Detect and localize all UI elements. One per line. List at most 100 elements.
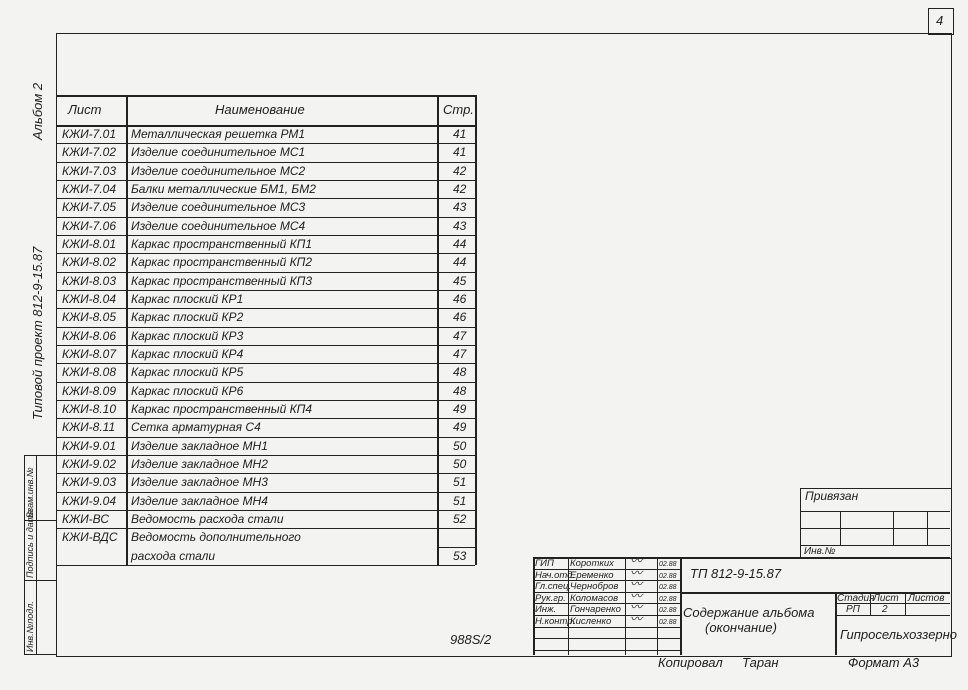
- organization: Гипросельхоззерно: [840, 627, 958, 642]
- row-page: 52: [453, 511, 467, 526]
- staff-role: ГИП: [535, 558, 554, 569]
- row-sheet: КЖИ-8.02: [62, 255, 117, 270]
- sheet-label: Лист: [873, 593, 899, 604]
- row-page: 44: [453, 236, 467, 251]
- row-name: Каркас плоский КР4: [131, 346, 244, 361]
- format-label: Формат А3: [848, 655, 920, 670]
- rule-line: [533, 580, 680, 582]
- sheet-number: 4: [936, 13, 944, 28]
- rule-line: [533, 557, 950, 559]
- row-name: Каркас пространственный КП1: [131, 236, 313, 251]
- row-page: 42: [453, 181, 467, 196]
- row-sheet: КЖИ-8.01: [62, 236, 117, 251]
- row-page: 41: [453, 127, 467, 141]
- rule-line: [533, 649, 680, 651]
- row-name: Изделие соединительное МС1: [131, 145, 306, 160]
- row-page: 49: [453, 401, 467, 416]
- binding-box: [800, 488, 951, 559]
- row-name: Ведомость дополнительного: [131, 530, 301, 545]
- signature-icon: 〰: [630, 612, 643, 626]
- signature-icon: 〰: [630, 588, 643, 603]
- row-page: 49: [453, 420, 467, 435]
- staff-name: Гончаренко: [570, 604, 621, 616]
- header-sheet: Лист: [68, 102, 102, 117]
- row-name: Балки металлические БМ1, БМ2: [131, 181, 316, 196]
- row-sheet: КЖИ-8.11: [62, 420, 116, 435]
- row-page: 43: [453, 218, 467, 233]
- staff-name: Кисленко: [570, 616, 612, 627]
- staff-name: Чернобров: [570, 581, 619, 593]
- staff-date: 02.88: [659, 572, 677, 580]
- divider: [927, 511, 928, 545]
- row-sheet: КЖИ-9.01: [62, 438, 117, 453]
- row-page: 47: [453, 328, 467, 343]
- album-label: Альбом 2: [30, 82, 45, 140]
- row-page: 51: [453, 493, 467, 508]
- staff-date: 02.88: [659, 619, 677, 626]
- rule-line: [835, 592, 837, 655]
- row-page: 50: [453, 456, 467, 471]
- divider: [24, 580, 56, 581]
- project-code: ТП 812-9-15.87: [690, 566, 782, 581]
- rule-line: [56, 289, 475, 291]
- rule-line: [56, 473, 475, 475]
- rule-line: [680, 557, 682, 655]
- signature-icon: 〰: [630, 600, 643, 615]
- stamp-sign: Подпись и дата: [25, 509, 35, 578]
- row-sheet: КЖИ-8.04: [62, 291, 117, 306]
- staff-role: Гл.спец.: [535, 581, 572, 593]
- row-name: Изделие закладное МН1: [131, 438, 268, 453]
- divider: [800, 528, 950, 529]
- row-name: Каркас пространственный КП3: [131, 273, 313, 288]
- rule-line: [56, 381, 475, 383]
- rule-line: [56, 418, 475, 420]
- rule-line: [56, 216, 475, 218]
- row-page: 46: [453, 291, 467, 306]
- rule-line: [56, 564, 475, 567]
- rule-line: [533, 591, 680, 593]
- rule-line: [437, 95, 439, 565]
- rule-line: [533, 603, 680, 605]
- rule-line: [56, 326, 475, 328]
- row-page: 47: [453, 346, 467, 361]
- rule-line: [905, 592, 906, 615]
- row-name: Каркас плоский КР6: [131, 383, 244, 398]
- row-name: Каркас пространственный КП2: [131, 255, 313, 270]
- row-page: 45: [453, 273, 467, 288]
- row-sheet: КЖИ-7.04: [62, 181, 117, 196]
- row-page: 51: [453, 475, 467, 490]
- row-page: 42: [453, 163, 467, 178]
- divider: [893, 511, 894, 545]
- rule-line: [533, 638, 680, 640]
- row-sheet: КЖИ-ВС: [62, 511, 110, 526]
- row-name: Каркас плоский КР2: [131, 310, 244, 325]
- row-name: Каркас плоский КР3: [131, 328, 244, 343]
- row-sheet: КЖИ-9.03: [62, 475, 117, 490]
- header-name: Наименование: [215, 102, 305, 117]
- stamp-inv: Инв.№подл.: [25, 601, 35, 652]
- divider: [840, 511, 841, 545]
- sheet-number-box: 4: [928, 8, 954, 35]
- row-name: Изделие соединительное МС4: [131, 218, 306, 233]
- row-sheet: КЖИ-7.02: [62, 145, 117, 160]
- rule-line: [437, 546, 475, 548]
- row-sheet: КЖИ-7.05: [62, 200, 117, 215]
- rule-line: [56, 125, 475, 127]
- row-page: 50: [453, 438, 467, 453]
- rule-line: [533, 557, 535, 655]
- rule-line: [56, 399, 475, 401]
- rule-line: [56, 363, 475, 365]
- signature-icon: 〰: [630, 577, 643, 592]
- doc-code: 988S/2: [450, 632, 492, 647]
- copier-name: Таран: [742, 655, 779, 670]
- staff-date: 02.88: [659, 607, 677, 615]
- rule-line: [533, 615, 680, 616]
- row-name: Изделие соединительное МС3: [131, 200, 306, 215]
- rule-line: [533, 568, 680, 570]
- row-name: Ведомость расхода стали: [131, 511, 284, 526]
- rule-line: [657, 557, 658, 655]
- row-name: Изделие закладное МН2: [131, 456, 268, 471]
- row-sheet: КЖИ-7.03: [62, 163, 117, 178]
- row-sheet: КЖИ-8.09: [62, 383, 117, 398]
